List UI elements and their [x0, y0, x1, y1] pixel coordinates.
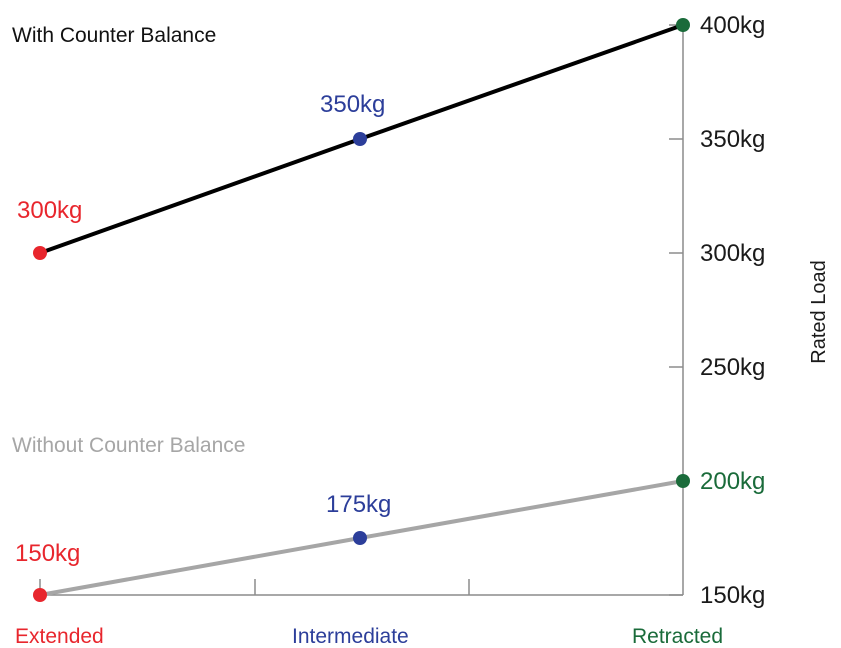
data-label-without-counter-balance-retracted: 200kg: [700, 468, 765, 495]
data-label-with-counter-balance-extended: 300kg: [17, 197, 82, 224]
data-label-with-counter-balance-intermediate: 350kg: [320, 91, 385, 118]
data-point-without-counter-balance-extended: [33, 588, 47, 602]
series-name-with-counter-balance: With Counter Balance: [12, 24, 216, 47]
data-label-without-counter-balance-intermediate: 175kg: [326, 491, 391, 518]
data-point-with-counter-balance-retracted: [676, 18, 690, 32]
y-tick-label-4: 400kg: [700, 12, 765, 39]
data-point-with-counter-balance-intermediate: [353, 132, 367, 146]
category-label-extended: Extended: [15, 625, 104, 648]
data-label-without-counter-balance-extended: 150kg: [15, 540, 80, 567]
series-name-without-counter-balance: Without Counter Balance: [12, 434, 245, 457]
y-tick-label-3: 350kg: [700, 126, 765, 153]
y-axis-title: Rated Load: [808, 260, 830, 363]
category-label-retracted: Retracted: [632, 625, 723, 648]
data-point-without-counter-balance-intermediate: [353, 531, 367, 545]
data-point-without-counter-balance-retracted: [676, 474, 690, 488]
data-point-with-counter-balance-extended: [33, 246, 47, 260]
category-label-intermediate: Intermediate: [292, 625, 409, 648]
y-tick-label-2: 300kg: [700, 240, 765, 267]
y-tick-label-1: 250kg: [700, 354, 765, 381]
y-tick-label-0: 150kg: [700, 582, 765, 609]
